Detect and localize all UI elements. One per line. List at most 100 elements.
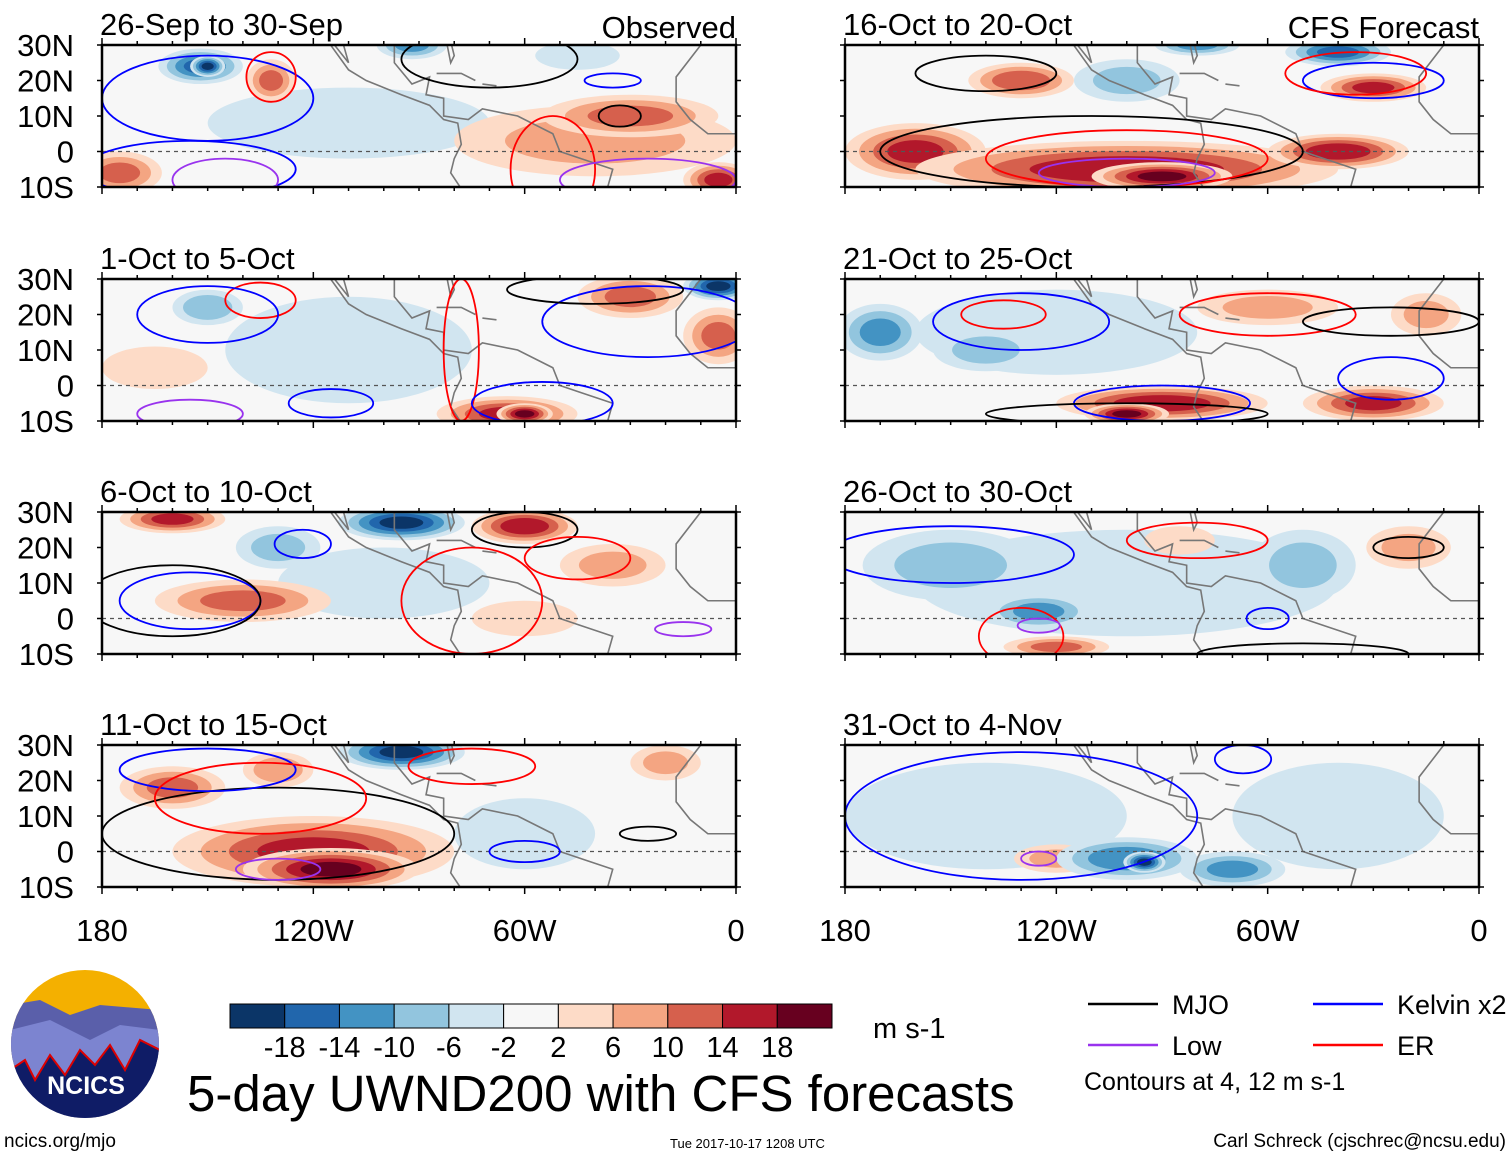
low-contour: [559, 157, 736, 187]
wind-anomaly-cell: [845, 762, 1127, 870]
coastline: [393, 45, 614, 187]
wind-anomaly-cell: [1030, 641, 1082, 653]
lat-tick-label: 10N: [17, 333, 74, 368]
kelvin-contour: [273, 528, 332, 560]
map-panel: 16-Oct to 20-Oct CFS Forecast: [840, 7, 1484, 194]
coastline: [675, 745, 736, 835]
wind-anomaly-cell: [251, 533, 306, 562]
er-contour: [523, 535, 632, 581]
panel-field: [102, 745, 736, 887]
wind-anomaly-cell: [1176, 45, 1218, 51]
er-contour: [153, 761, 368, 835]
coastline: [675, 45, 736, 135]
coastline: [1418, 745, 1479, 835]
lat-tick-label: 30N: [17, 262, 74, 297]
er-contour: [224, 281, 297, 319]
coastline: [1179, 72, 1219, 82]
lat-tick-label: 20N: [17, 298, 74, 333]
coastline: [1183, 745, 1199, 766]
legend-label: Kelvin x2: [1397, 990, 1507, 1020]
wind-anomaly-cell: [1013, 602, 1065, 621]
coastline: [436, 539, 476, 549]
mjo-contour: [879, 115, 1304, 187]
panel-title: 26-Oct to 30-Oct: [843, 474, 1073, 509]
coastline: [393, 745, 614, 887]
wind-anomaly-cell: [894, 542, 1008, 588]
lon-tick-label: 180: [819, 913, 871, 948]
lat-tick-label: 10S: [19, 404, 74, 439]
low-contour: [136, 398, 244, 421]
coastline: [1418, 512, 1479, 602]
kelvin-contour: [102, 139, 297, 187]
wind-anomaly-cell: [379, 745, 424, 759]
colorbar-swatch: [503, 1003, 559, 1029]
coastline: [393, 279, 614, 421]
lat-tick-label: 0: [57, 835, 74, 870]
panel-title: 21-Oct to 25-Oct: [843, 241, 1073, 276]
wind-anomaly-cell: [1269, 542, 1337, 588]
wind-anomaly-cell: [278, 547, 490, 619]
mjo-contour: [597, 104, 642, 128]
panel-field: [102, 512, 736, 654]
ncics-logo: NCICS: [11, 970, 159, 1118]
colorbar-label: -14: [318, 1032, 360, 1064]
er-contour: [1178, 292, 1357, 337]
wind-anomaly-cell: [1222, 296, 1313, 319]
lon-tick-label: 120W: [1016, 913, 1098, 948]
legend-label: ER: [1397, 1031, 1435, 1061]
colorbar: -18 -14 -10 -6 -2 2 6 10 14 18: [229, 1003, 833, 1064]
kelvin-contour: [1337, 356, 1445, 401]
wind-anomaly-cell: [1092, 66, 1161, 95]
mjo-contour: [1372, 535, 1445, 560]
lat-tick-label: 10N: [17, 99, 74, 134]
coastline: [482, 317, 497, 321]
low-contour: [1020, 850, 1058, 867]
coastline: [1179, 306, 1219, 316]
wind-anomaly-cell: [471, 600, 578, 637]
logo-ridge: [11, 1038, 159, 1118]
wind-anomaly-cell: [1403, 300, 1449, 329]
lat-tick-label: 20N: [17, 764, 74, 799]
coastline: [440, 512, 456, 533]
lon-tick-label: 60W: [493, 913, 557, 948]
lat-tick-label: 20N: [17, 64, 74, 99]
wind-anomaly-cell: [379, 516, 424, 529]
er-contour: [977, 606, 1065, 654]
lon-tick-label: 180: [76, 913, 128, 948]
colorbar-swatch: [338, 1003, 395, 1029]
legend: MJO Kelvin x2 Low ER: [1088, 990, 1507, 1061]
coastline: [1072, 45, 1206, 187]
wind-anomaly-cell: [500, 518, 549, 535]
legend-label: MJO: [1172, 990, 1229, 1020]
lat-tick-label: 30N: [17, 728, 74, 763]
coastline: [1183, 45, 1199, 66]
wind-anomaly-cell: [1352, 81, 1395, 94]
lat-tick-label: 20N: [17, 531, 74, 566]
coastline: [440, 279, 456, 300]
site-link[interactable]: ncics.org/mjo: [4, 1131, 116, 1152]
kelvin-contour: [136, 285, 280, 344]
mjo-contour: [400, 45, 579, 89]
kelvin-contour: [1213, 745, 1273, 775]
lat-tick-label: 10S: [19, 870, 74, 905]
wind-anomaly-cell: [643, 751, 689, 775]
wind-anomaly-cell: [259, 70, 284, 91]
colorbar-swatch: [557, 1003, 614, 1029]
kelvin-contour: [932, 292, 1111, 351]
coastline: [329, 512, 463, 654]
colorbar-swatch: [229, 1003, 286, 1029]
panel-title: 6-Oct to 10-Oct: [100, 474, 312, 509]
panel-field: [102, 279, 736, 421]
wind-anomaly-cell: [102, 346, 208, 390]
colorbar-swatch: [448, 1003, 505, 1029]
low-contour: [1016, 617, 1061, 634]
coastline: [1225, 83, 1240, 87]
er-contour: [442, 279, 480, 421]
mjo-contour: [102, 564, 262, 638]
coastline: [329, 45, 463, 187]
kelvin-contour: [541, 285, 736, 358]
